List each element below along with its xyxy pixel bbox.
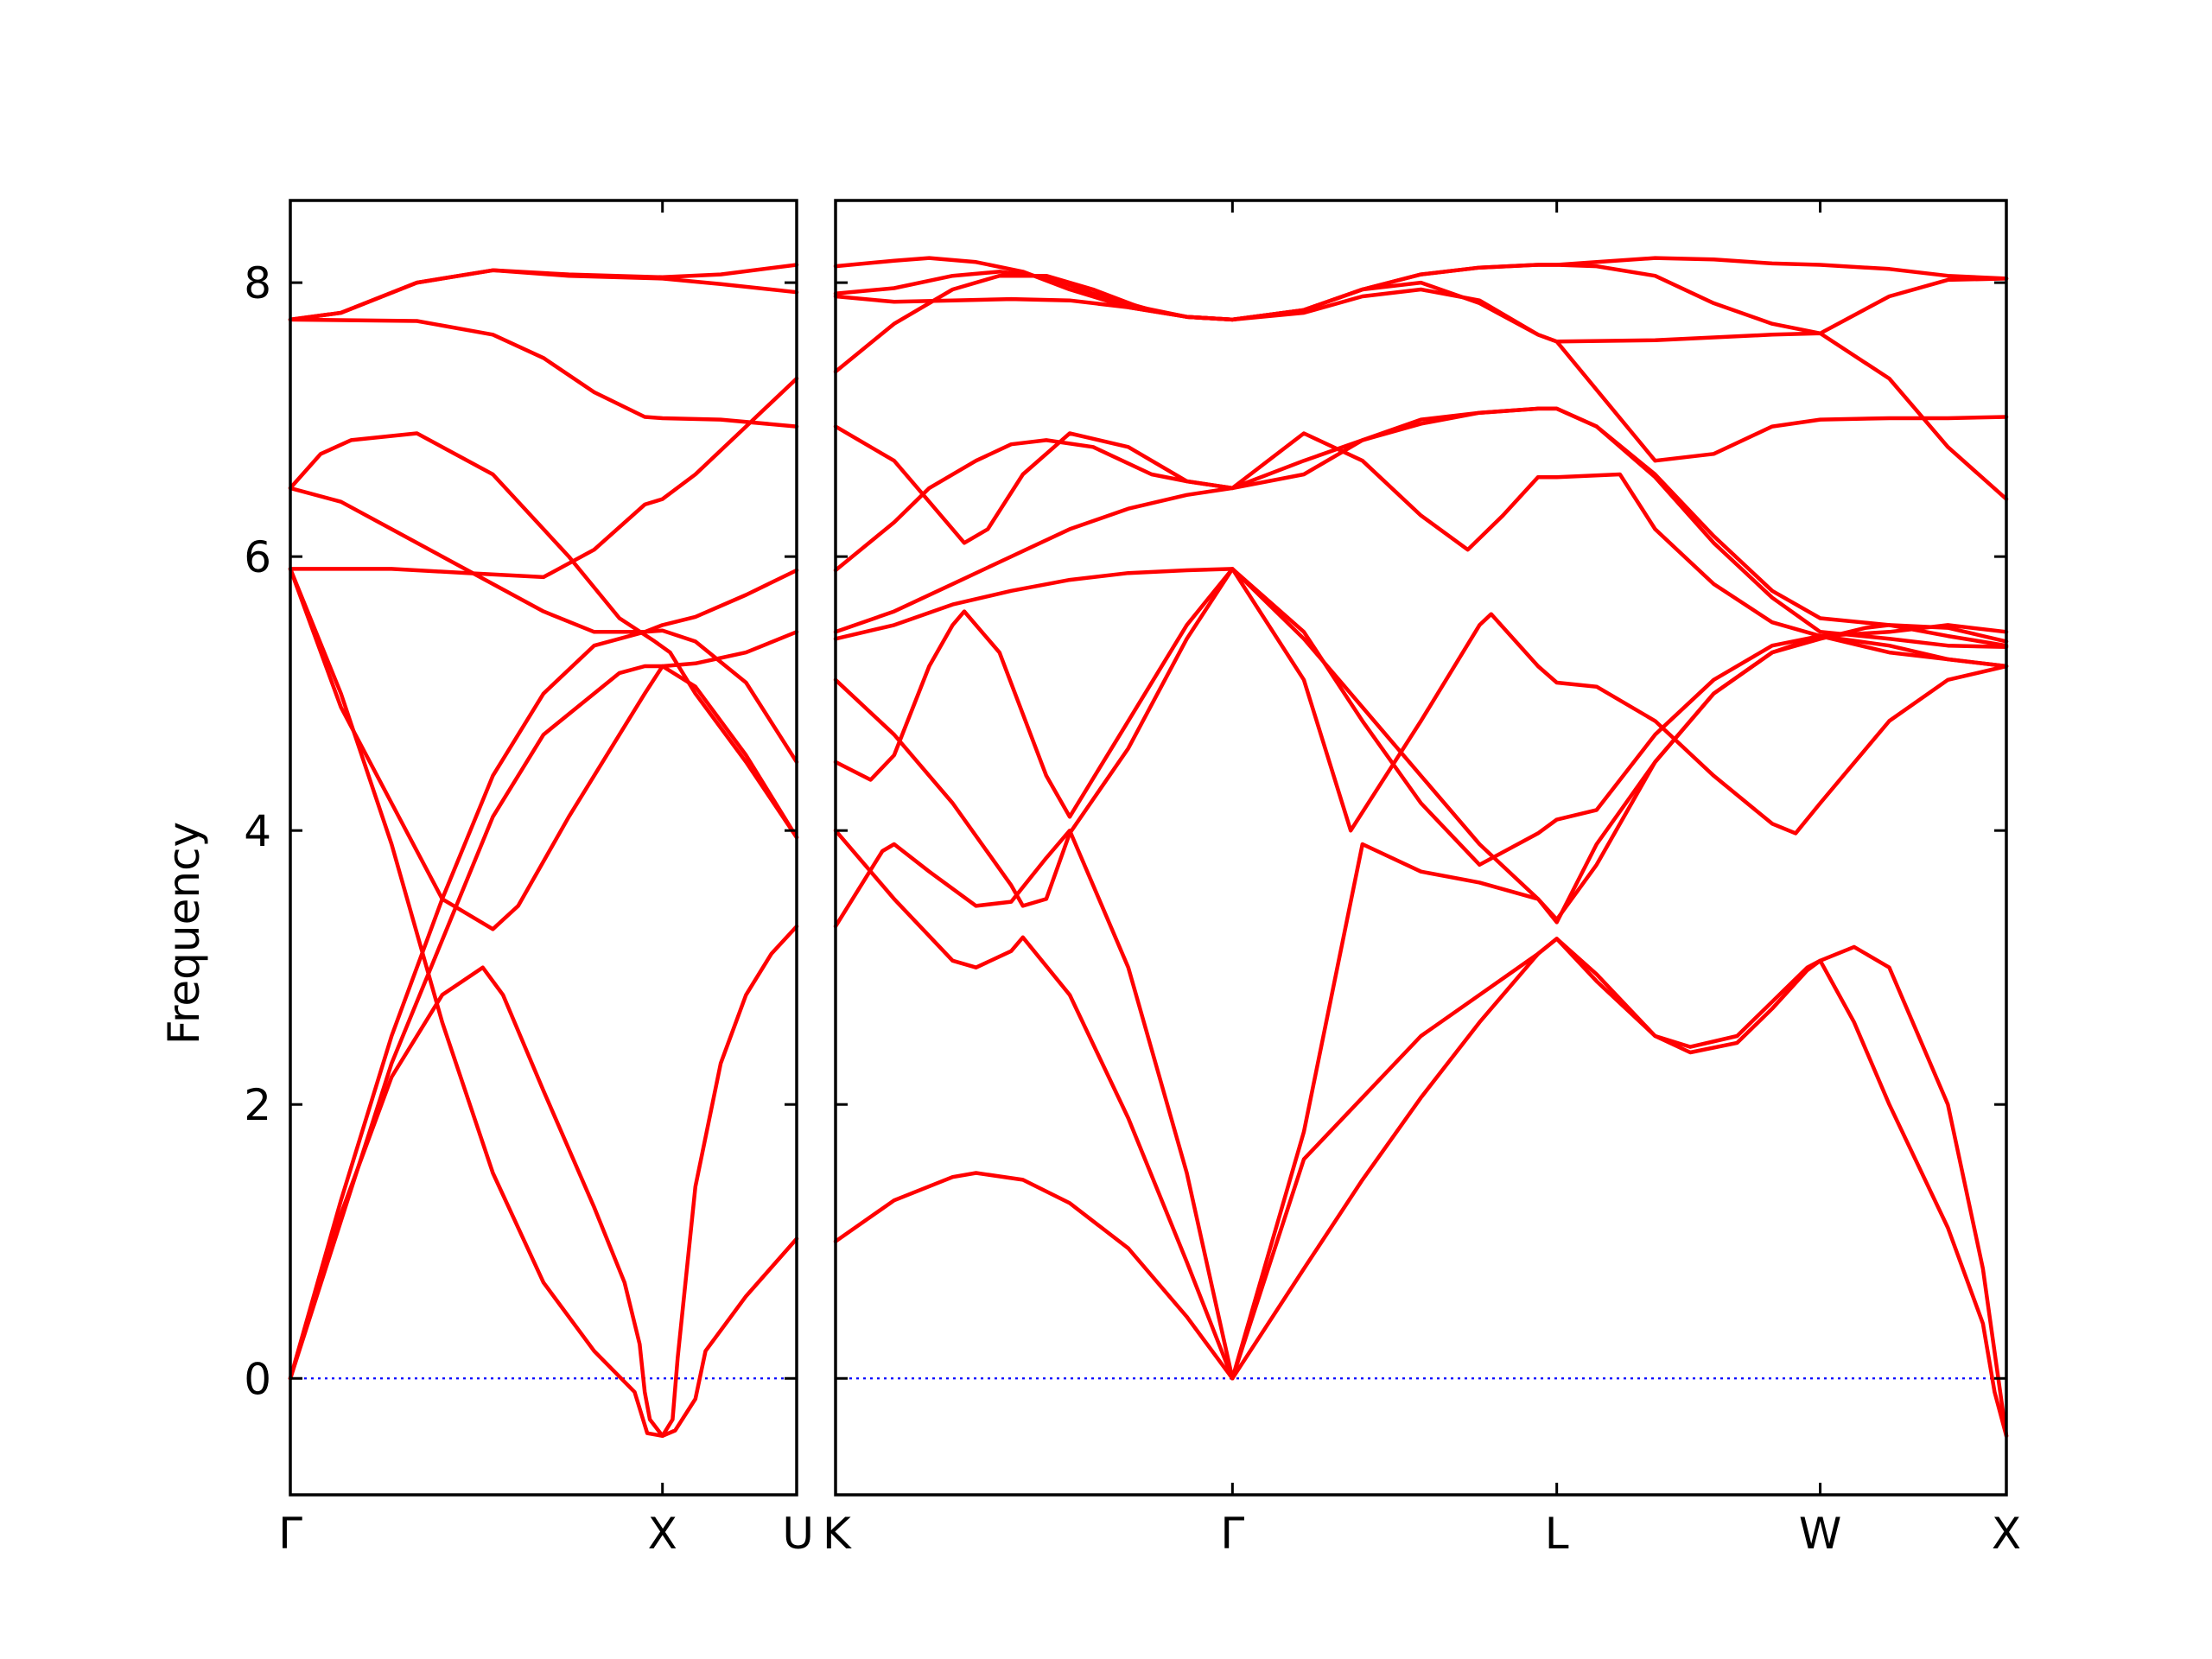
band-line-3: [288, 567, 799, 931]
band-line-12: [833, 256, 2009, 336]
band-line-10: [288, 664, 799, 1381]
band-line-1: [288, 924, 799, 1439]
band-line-8: [288, 268, 799, 322]
y-tick-label: 4: [244, 806, 271, 856]
band-line-6: [833, 567, 2009, 868]
band-line-6: [288, 376, 799, 580]
x-tick-label: K: [823, 1509, 852, 1559]
band-line-2: [833, 828, 2009, 1439]
band-line-9: [833, 424, 2009, 669]
x-tick-label: W: [1799, 1509, 1841, 1559]
y-tick-label: 0: [244, 1354, 271, 1404]
band-line-7: [833, 406, 2009, 648]
band-line-5: [833, 567, 2009, 922]
band-line-1: [833, 937, 2009, 1439]
y-axis-label: Frequency: [159, 822, 209, 1045]
plot-frame: [289, 199, 798, 1497]
x-tick-label: U: [782, 1509, 814, 1559]
x-tick-label: L: [1545, 1509, 1569, 1559]
band-line-10: [833, 273, 2009, 501]
band-line-7: [288, 317, 799, 429]
band-line-13: [833, 256, 2009, 322]
band-line-11: [288, 567, 799, 1439]
plot-frame: [834, 199, 2008, 1497]
x-tick-label: Γ: [1220, 1509, 1244, 1559]
band-line-4: [833, 567, 2009, 836]
y-tick-label: 2: [244, 1080, 271, 1130]
panel-gamma-x-u: 0 2 4 6 8 Γ X U: [244, 199, 814, 1559]
band-line-4: [288, 431, 799, 840]
y-tick-label: 8: [244, 258, 271, 308]
x-tick-label: X: [1992, 1509, 2021, 1559]
band-line-3: [833, 623, 2009, 1381]
band-line-11: [833, 287, 2009, 463]
band-line-5: [288, 486, 799, 634]
y-tick-label: 6: [244, 532, 271, 582]
x-tick-label: X: [648, 1509, 677, 1559]
x-tick-label: Γ: [278, 1509, 302, 1559]
band-line-8: [833, 406, 2009, 650]
band-line-9: [288, 263, 799, 322]
band-line-2: [288, 628, 799, 1381]
